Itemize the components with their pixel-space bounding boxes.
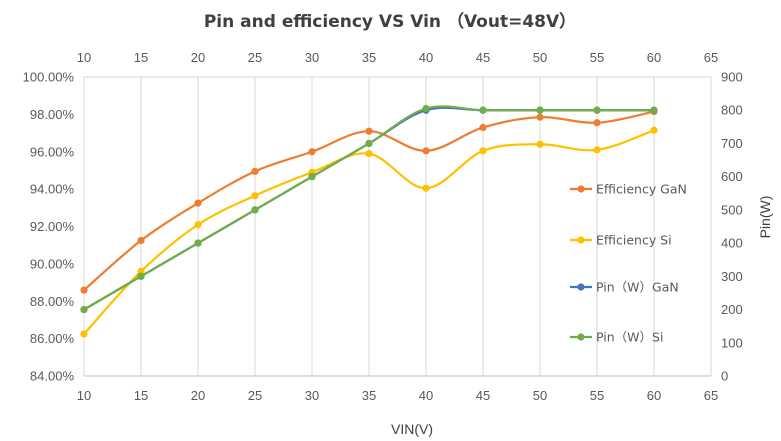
data-point (80, 286, 88, 294)
series-pin-w-si (80, 104, 658, 314)
x-top-tick-label: 60 (647, 50, 661, 65)
y-tick-label: 100.00% (23, 70, 75, 85)
data-point (251, 167, 259, 175)
data-point (650, 126, 658, 134)
y2-tick-label: 200 (721, 302, 743, 317)
y-tick-label: 86.00% (30, 331, 75, 346)
data-point (365, 150, 373, 158)
y2-tick-label: 900 (721, 70, 743, 85)
series-layer (80, 104, 658, 338)
x-tick-label: 65 (704, 388, 718, 403)
y2-tick-label: 400 (721, 236, 743, 251)
data-point (422, 104, 430, 113)
legend-label: Pin（W）GaN (596, 280, 679, 295)
x-tick-label: 40 (419, 388, 433, 403)
data-point (194, 239, 202, 247)
legend-label: Pin（W）Si (596, 330, 663, 345)
x-top-tick-label: 40 (419, 50, 433, 65)
x-axis-title: VIN(V) (391, 421, 433, 437)
series-efficiency-gan (80, 107, 658, 294)
tick-labels: 10 10 15 15 20 20 25 25 30 30 35 35 40 40 45 45 50 50 55 55… (23, 50, 743, 403)
x-tick-label: 50 (533, 388, 547, 403)
x-top-tick-label: 20 (191, 50, 205, 65)
data-point (422, 147, 430, 155)
legend-item: Pin（W）GaN (570, 280, 679, 295)
data-point (137, 272, 145, 280)
data-point (80, 305, 88, 314)
x-tick-label: 30 (305, 388, 319, 403)
data-point (479, 106, 487, 114)
x-tick-label: 35 (362, 388, 376, 403)
data-point (479, 147, 487, 155)
y-tick-label: 84.00% (30, 369, 75, 384)
data-point (422, 184, 430, 192)
data-point (593, 119, 601, 127)
axes (84, 76, 711, 377)
data-point (593, 106, 601, 114)
data-point (536, 113, 544, 121)
y2-axis-title: Pin(W) (757, 196, 773, 239)
data-point (194, 199, 202, 207)
data-point (308, 173, 316, 181)
x-tick-label: 45 (476, 388, 490, 403)
data-point (536, 140, 544, 148)
data-point (137, 236, 145, 245)
y-tick-label: 90.00% (30, 256, 75, 271)
x-top-tick-label: 65 (704, 50, 718, 65)
x-top-tick-label: 50 (533, 50, 547, 65)
x-tick-label: 55 (590, 388, 604, 403)
data-point (650, 106, 658, 114)
legend-item: Pin（W）Si (570, 330, 663, 345)
data-point (365, 127, 373, 135)
legend-swatch-marker (577, 185, 585, 193)
x-top-tick-label: 35 (362, 50, 376, 65)
data-point (536, 106, 544, 114)
x-tick-label: 20 (191, 388, 205, 403)
x-tick-label: 25 (248, 388, 262, 403)
y2-tick-label: 500 (721, 202, 743, 217)
data-point (308, 148, 316, 156)
x-top-tick-label: 15 (134, 50, 148, 65)
data-point (80, 330, 88, 338)
y2-tick-label: 800 (721, 103, 743, 118)
legend-item: Efficiency GaN (570, 182, 687, 197)
y2-tick-label: 0 (721, 369, 728, 384)
y2-tick-label: 300 (721, 269, 743, 284)
series-line (83, 105, 654, 311)
x-tick-label: 15 (134, 388, 148, 403)
y-tick-label: 88.00% (30, 294, 75, 309)
y-tick-label: 96.00% (30, 144, 75, 159)
data-point (365, 139, 373, 148)
legend-label: Efficiency Si (596, 233, 672, 248)
x-top-tick-label: 30 (305, 50, 319, 65)
x-top-tick-label: 45 (476, 50, 490, 65)
legend-label: Efficiency GaN (596, 182, 687, 197)
x-top-tick-label: 25 (248, 50, 262, 65)
chart-title: Pin and efficiency VS Vin （Vout=48V） (204, 11, 576, 32)
x-top-tick-label: 55 (590, 50, 604, 65)
y-tick-label: 94.00% (30, 182, 75, 197)
data-point (251, 206, 259, 214)
legend-swatch-marker (577, 283, 585, 291)
x-tick-label: 10 (77, 388, 91, 403)
x-top-tick-label: 10 (77, 50, 91, 65)
data-point (251, 192, 259, 200)
y2-tick-label: 700 (721, 136, 743, 151)
data-point (593, 146, 601, 154)
y2-tick-label: 100 (721, 335, 743, 350)
legend-item: Efficiency Si (570, 233, 672, 248)
x-tick-label: 60 (647, 388, 661, 403)
legend: Efficiency GaN Efficiency Si Pin（W）GaN Pin（… (570, 182, 687, 345)
data-point (137, 267, 145, 275)
data-point (194, 221, 202, 229)
legend-swatch-marker (577, 236, 585, 244)
y2-tick-label: 600 (721, 169, 743, 184)
legend-swatch-marker (577, 333, 585, 341)
data-point (479, 123, 487, 132)
y-tick-label: 98.00% (30, 107, 75, 122)
y-tick-label: 92.00% (30, 219, 75, 234)
